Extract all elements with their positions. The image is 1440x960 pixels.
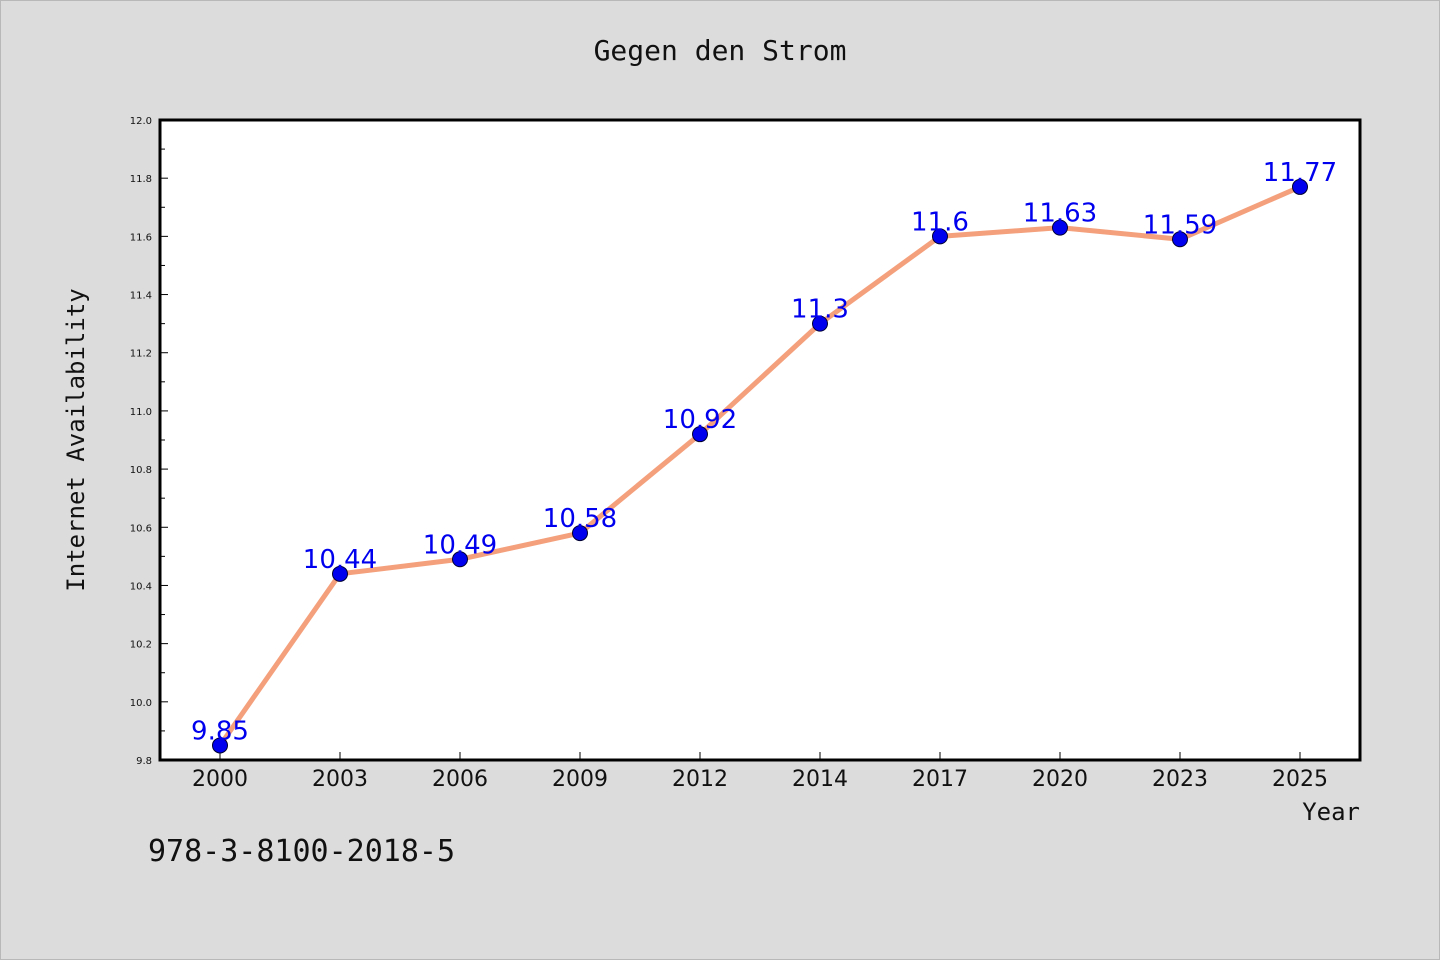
series-line [217, 184, 1303, 748]
data-label: 11.3 [791, 295, 849, 325]
x-tick-label: 2025 [1272, 767, 1328, 792]
data-point [572, 525, 588, 542]
data-point [1172, 231, 1188, 248]
y-tick-label: 12.0 [130, 116, 152, 127]
x-tick-label: 2023 [1152, 767, 1208, 792]
data-point [932, 228, 948, 245]
data-point [332, 565, 348, 582]
y-tick-label: 10.8 [130, 465, 152, 476]
data-label: 10.49 [423, 530, 497, 560]
plot-area [158, 118, 1362, 762]
y-tick-label: 10.6 [130, 523, 152, 534]
y-tick-label: 10.2 [130, 640, 152, 651]
y-tick-label: 11.0 [130, 407, 152, 418]
footer-code: 978-3-8100-2018-5 [148, 834, 456, 869]
y-tick-label: 9.8 [136, 756, 152, 767]
y-axis-label: Internet Availability [62, 288, 90, 591]
y-tick-label: 10.0 [130, 698, 152, 709]
x-axis-label: Year [1302, 798, 1360, 826]
x-tick-label: 2003 [312, 767, 368, 792]
y-tick-label: 11.6 [130, 232, 152, 243]
data-point [212, 737, 228, 754]
data-point [812, 315, 828, 332]
x-tick-label: 2012 [672, 767, 728, 792]
data-point [1052, 219, 1068, 236]
data-label: 10.58 [543, 504, 617, 534]
y-tick-label: 11.2 [130, 349, 152, 360]
y-tick-label: 11.8 [130, 174, 152, 185]
x-tick-label: 2017 [912, 767, 968, 792]
data-label: 11.77 [1263, 158, 1337, 188]
data-label: 11.63 [1023, 199, 1097, 229]
x-tick-label: 2009 [552, 767, 608, 792]
data-point [692, 426, 708, 443]
x-tick-label: 2020 [1032, 767, 1088, 792]
data-point [1292, 178, 1308, 195]
chart-title: Gegen den Strom [593, 34, 847, 67]
x-tick-label: 2014 [792, 767, 848, 792]
y-tick-label: 10.4 [130, 581, 152, 592]
data-point [452, 551, 468, 568]
x-tick-label: 2006 [432, 767, 488, 792]
x-tick-label: 2000 [192, 767, 248, 792]
data-label: 11.6 [911, 207, 969, 237]
data-label: 9.85 [191, 716, 249, 746]
data-label: 11.59 [1143, 210, 1217, 240]
data-label: 10.92 [663, 405, 737, 435]
y-tick-label: 11.4 [130, 291, 152, 302]
data-label: 10.44 [303, 545, 377, 575]
